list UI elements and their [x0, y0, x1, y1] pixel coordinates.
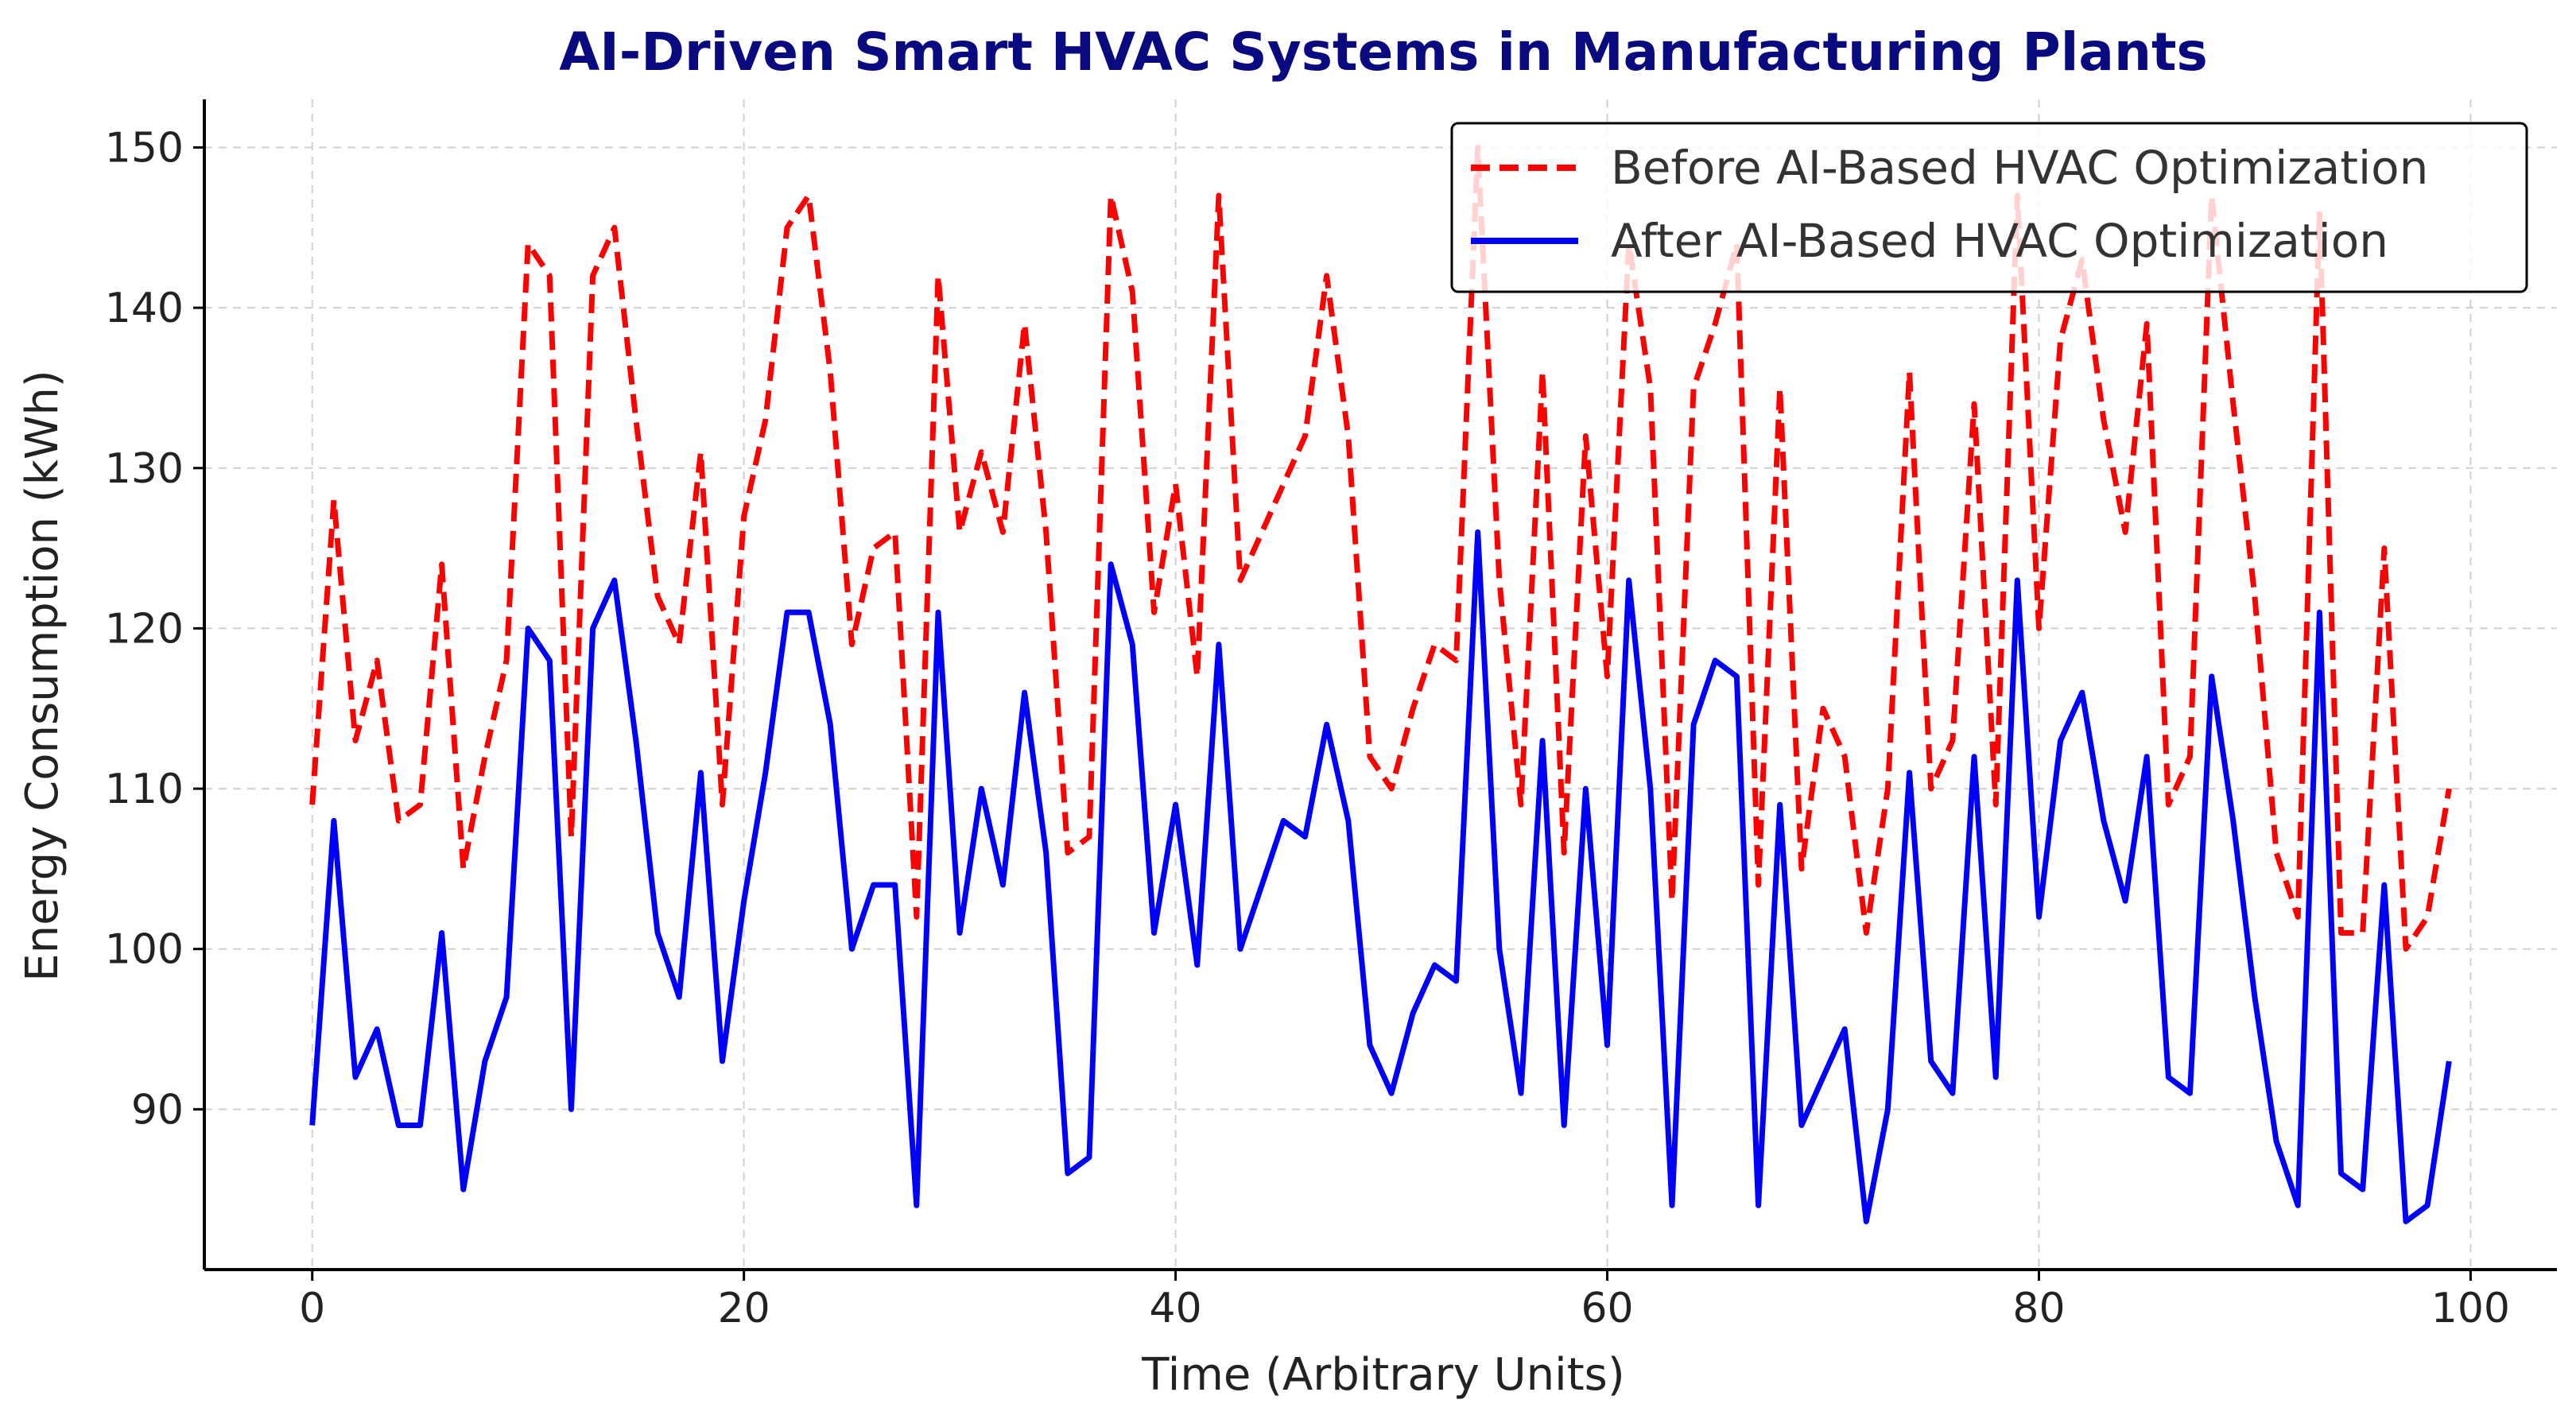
x-tick-label: 0 — [299, 1285, 325, 1332]
x-tick-label: 60 — [1581, 1285, 1633, 1332]
grid-lines — [204, 99, 2557, 1270]
series-line-before — [309, 145, 2452, 952]
series-group — [309, 145, 2452, 1224]
legend-box — [1450, 122, 2528, 293]
y-tick-label: 140 — [105, 285, 184, 332]
y-tick-label: 90 — [131, 1086, 184, 1134]
y-tick-label: 110 — [105, 766, 184, 813]
legend-label-after: After AI-Based HVAC Optimization — [1611, 214, 2388, 268]
tick-labels: 0 20 40 60 80 100 90 100 110 120 130 140 150 — [105, 124, 2510, 1332]
x-axis-label: Time (Arbitrary Units) — [1141, 1349, 1624, 1401]
legend: Before AI-Based HVAC Optimization After … — [1450, 122, 2528, 293]
legend-label-before: Before AI-Based HVAC Optimization — [1611, 141, 2428, 195]
x-tick-label: 20 — [718, 1285, 770, 1332]
y-tick-label: 130 — [105, 445, 184, 493]
y-tick-label: 120 — [105, 605, 184, 653]
x-tick-label: 80 — [2012, 1285, 2065, 1332]
y-axis-label: Energy Consumption (kWh) — [17, 370, 68, 982]
series-line-after — [309, 529, 2452, 1224]
y-tick-label: 150 — [105, 124, 184, 172]
x-tick-label: 40 — [1150, 1285, 1202, 1332]
y-tick-label: 100 — [105, 926, 184, 974]
chart-title: AI-Driven Smart HVAC Systems in Manufact… — [559, 21, 2208, 83]
axes — [193, 99, 2557, 1281]
x-tick-label: 100 — [2431, 1285, 2510, 1332]
